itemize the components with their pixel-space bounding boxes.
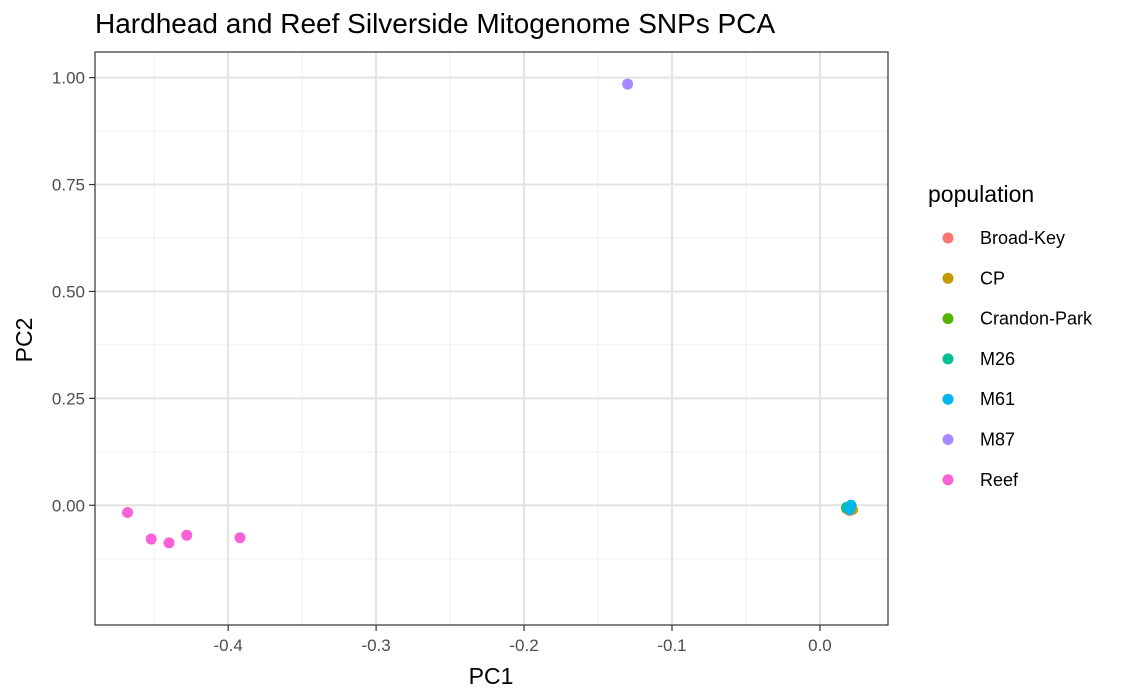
data-point-reef xyxy=(234,532,246,544)
data-point-reef xyxy=(181,529,193,541)
axes: -0.4 -0.3 -0.2 -0.1 0.0 0.00 0.25 0.50 0.75 1.00 xyxy=(52,69,832,655)
y-axis-title: PC2 xyxy=(11,318,37,363)
legend-key-m87 xyxy=(942,434,954,445)
data-point-reef xyxy=(145,533,157,545)
x-tick-label: -0.3 xyxy=(361,636,390,655)
legend-key-crandon-park xyxy=(942,313,954,325)
legend-key-m61 xyxy=(942,393,954,405)
data-point-m61 xyxy=(844,504,856,516)
data-point-reef xyxy=(163,537,175,549)
x-tick-label: 0.0 xyxy=(808,636,832,655)
legend-label-cp: CP xyxy=(980,268,1005,288)
x-tick-label: -0.1 xyxy=(657,636,686,655)
x-tick-label: -0.2 xyxy=(509,636,538,655)
y-tick-label: 0.50 xyxy=(52,282,85,301)
plot-border xyxy=(94,51,889,626)
legend-key-reef xyxy=(942,474,954,486)
y-tick-label: 0.75 xyxy=(52,176,85,195)
legend-label-broad-key: Broad-Key xyxy=(980,228,1065,248)
y-tick-label: 0.00 xyxy=(52,496,85,515)
data-point-m87 xyxy=(622,78,634,90)
legend: population Broad-Key CP Crandon-Park M26 M61… xyxy=(928,181,1093,490)
y-tick-label: 1.00 xyxy=(52,69,85,88)
data-point-reef xyxy=(122,507,134,519)
legend-key-m26 xyxy=(942,353,954,365)
legend-label-m61: M61 xyxy=(980,389,1015,409)
legend-items: Broad-Key CP Crandon-Park M26 M61 M87 Reef xyxy=(942,228,1093,490)
plot-panel xyxy=(95,52,888,625)
x-tick-label: -0.4 xyxy=(214,636,243,655)
legend-key-cp xyxy=(942,272,954,284)
legend-key-broad-key xyxy=(942,232,954,244)
legend-label-m26: M26 xyxy=(980,349,1015,369)
legend-title: population xyxy=(928,181,1034,207)
legend-label-reef: Reef xyxy=(980,470,1019,490)
chart-title: Hardhead and Reef Silverside Mitogenome … xyxy=(95,8,775,39)
grid-lines xyxy=(95,52,888,625)
legend-label-m87: M87 xyxy=(980,430,1015,450)
x-axis-title: PC1 xyxy=(469,663,514,689)
legend-label-crandon-park: Crandon-Park xyxy=(980,309,1093,329)
y-tick-label: 0.25 xyxy=(52,389,85,408)
data-points xyxy=(122,78,858,549)
